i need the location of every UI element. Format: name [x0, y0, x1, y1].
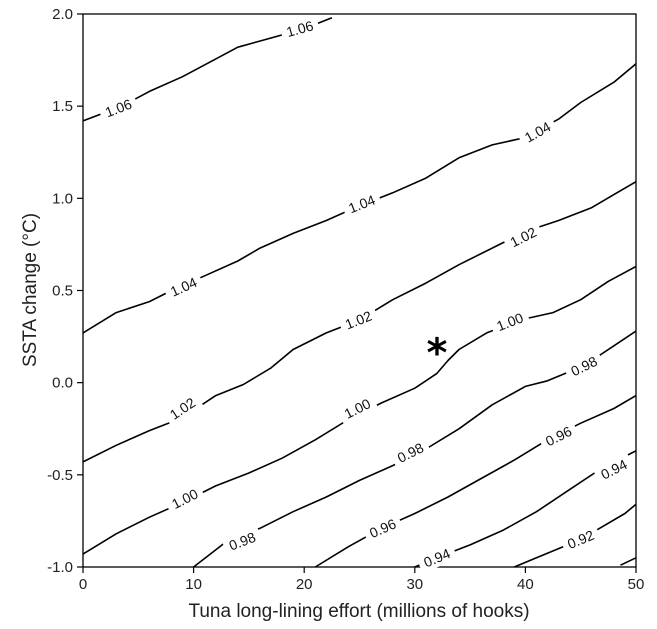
contour-label-halo — [340, 188, 383, 220]
contour-labels: 1.06 1.06 1.04 1.04 1.04 1.02 1.02 1.02 1.00 1.00… — [97, 14, 635, 574]
contour-label-halo — [516, 114, 559, 150]
contour-label-halo — [221, 525, 264, 557]
y-axis-label: SSTA change (°C) — [20, 213, 41, 367]
contour-label-halo — [97, 92, 140, 124]
contour-label: 0.94 — [592, 452, 635, 486]
y-tick-label: 0.5 — [52, 283, 73, 300]
contour-label-halo — [592, 452, 635, 486]
contour-label: 0.98 — [221, 525, 264, 557]
contour-label-text: 1.06 — [285, 17, 316, 40]
contour-label: 0.96 — [361, 512, 404, 545]
contour-label-halo — [361, 512, 404, 545]
contour-label-halo — [161, 390, 204, 427]
x-axis-label: Tuna long-lining effort (millions of hoo… — [188, 601, 529, 622]
contour-label-halo — [537, 419, 580, 453]
contour-label: 1.02 — [502, 220, 545, 254]
contour-label-halo — [162, 270, 205, 303]
contour-label-halo — [163, 482, 206, 516]
contour-label-halo — [336, 391, 379, 426]
y-tick-label: -1.0 — [47, 559, 73, 576]
contour-label: 1.04 — [162, 270, 205, 303]
y-tick-label: 2.0 — [52, 6, 73, 23]
contour-label-halo — [337, 304, 380, 336]
x-tick-label: 0 — [79, 576, 87, 593]
y-tick-label: 1.5 — [52, 98, 73, 115]
contour-label-halo — [415, 542, 458, 574]
contour-label: 0.92 — [559, 523, 602, 556]
contour-label-halo — [279, 14, 321, 43]
x-tick-label: 10 — [185, 576, 202, 593]
contour-label: 1.00 — [163, 482, 206, 516]
contour-label: 1.06 — [279, 14, 321, 43]
contour-label: 1.02 — [337, 304, 380, 336]
y-axis-ticks: -1.0 -0.5 0.0 0.5 1.0 1.5 2.0 — [47, 6, 83, 576]
contour-label-halo — [502, 220, 545, 254]
contour-line — [620, 557, 637, 566]
contour-label: 1.02 — [161, 390, 204, 427]
x-tick-label: 50 — [628, 576, 645, 593]
contour-label: 0.98 — [562, 349, 606, 383]
contour-label: 1.00 — [336, 391, 379, 426]
asterisk-marker: * — [426, 330, 447, 376]
x-tick-label: 20 — [296, 576, 313, 593]
y-tick-label: 1.0 — [52, 190, 73, 207]
x-tick-label: 40 — [517, 576, 534, 593]
contour-label: 0.96 — [537, 419, 580, 453]
x-axis-ticks: 0 10 20 30 40 50 — [79, 567, 645, 593]
contour-label: 0.94 — [415, 542, 458, 574]
contour-label-halo — [562, 349, 606, 383]
contour-label: 1.04 — [516, 114, 559, 150]
contour-label-halo — [559, 523, 602, 556]
contour-label-halo — [488, 306, 531, 338]
contour-label: 1.06 — [97, 92, 140, 124]
contour-label: 0.98 — [389, 436, 432, 470]
contour-label: 1.04 — [340, 188, 383, 220]
y-tick-label: -0.5 — [47, 467, 73, 484]
x-tick-label: 30 — [406, 576, 423, 593]
y-tick-label: 0.0 — [52, 375, 73, 392]
annotations: * — [426, 330, 447, 376]
contour-label: 1.00 — [488, 306, 531, 338]
contour-label-halo — [389, 436, 432, 470]
